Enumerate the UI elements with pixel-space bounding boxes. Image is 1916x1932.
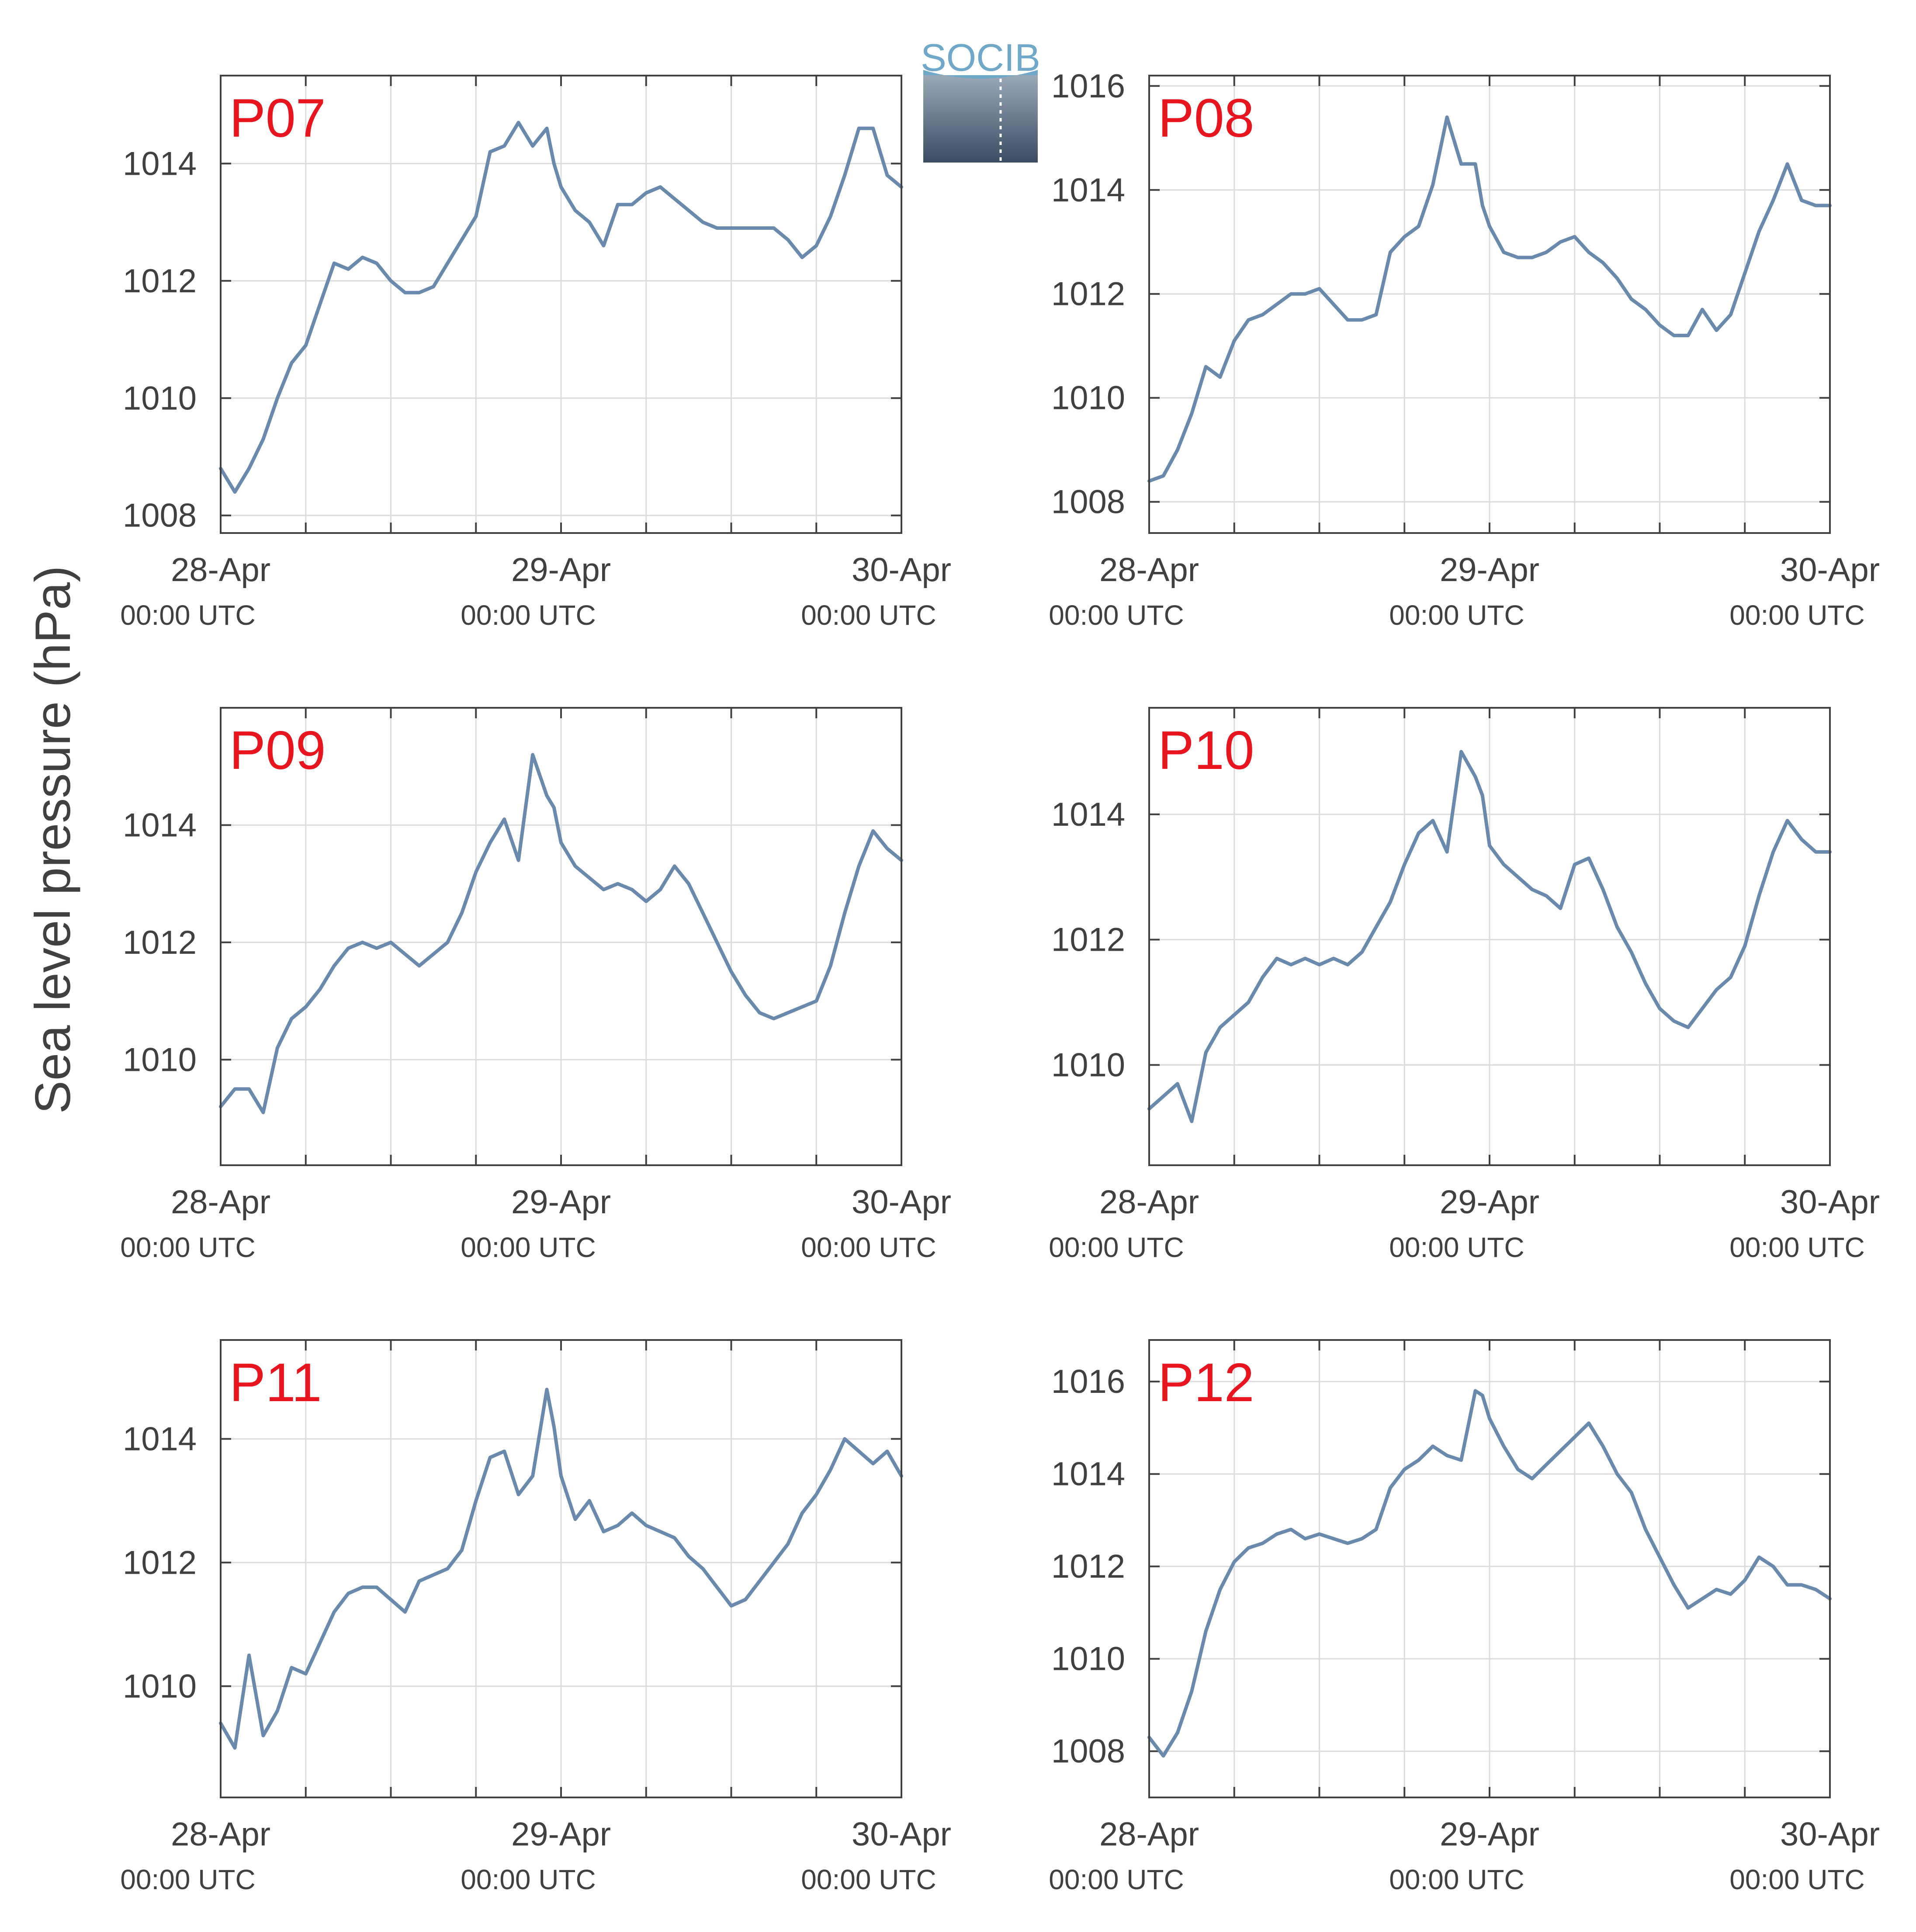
y-tick-label: 1010 <box>123 1668 197 1705</box>
x-tick-sublabel: 00:00 UTC <box>1049 1232 1184 1263</box>
logo-text: SOCIB <box>921 36 1040 79</box>
x-tick-sublabel: 00:00 UTC <box>461 1232 596 1263</box>
axes-frame <box>220 1339 902 1798</box>
panel-title: P11 <box>229 1353 322 1413</box>
axes-frame <box>1148 1339 1831 1798</box>
axes-frame <box>1148 707 1831 1166</box>
series-line <box>219 753 903 1115</box>
x-tick-sublabel: 00:00 UTC <box>461 599 596 631</box>
x-tick-label: 30-Apr <box>852 1184 951 1221</box>
y-tick-label: 1014 <box>123 807 197 844</box>
axes-frame <box>1148 75 1831 534</box>
y-tick-label: 1016 <box>1051 1363 1125 1400</box>
x-tick-sublabel: 00:00 UTC <box>120 1232 255 1263</box>
chart-panel-p11: 1010 1012 1014 28-Apr 00:00 UTC 29-Apr 00:00 U… <box>120 1339 951 1895</box>
x-tick-label: 30-Apr <box>1780 1816 1880 1853</box>
panel-title: P08 <box>1158 88 1254 149</box>
y-tick-label: 1008 <box>1051 1733 1125 1770</box>
y-tick-label: 1010 <box>1051 1641 1125 1678</box>
y-tick-label: 1014 <box>1051 1456 1125 1493</box>
series-line <box>1147 750 1832 1123</box>
x-tick-sublabel: 00:00 UTC <box>1729 599 1864 631</box>
y-tick-label: 1010 <box>1051 1047 1125 1084</box>
x-tick-label: 28-Apr <box>171 551 270 589</box>
x-tick-label: 29-Apr <box>1440 551 1539 589</box>
x-tick-sublabel: 00:00 UTC <box>801 1864 936 1895</box>
x-tick-sublabel: 00:00 UTC <box>801 1232 936 1263</box>
y-tick-label: 1014 <box>1051 172 1125 209</box>
x-tick-label: 28-Apr <box>171 1184 270 1221</box>
x-tick-label: 28-Apr <box>1099 1816 1199 1853</box>
y-tick-label: 1008 <box>123 497 197 534</box>
y-tick-label: 1012 <box>1051 1548 1125 1585</box>
panel-title: P09 <box>229 720 326 781</box>
x-tick-label: 29-Apr <box>511 1184 611 1221</box>
logo-block <box>923 75 1038 163</box>
x-tick-sublabel: 00:00 UTC <box>801 599 936 631</box>
y-tick-label: 1010 <box>123 380 197 417</box>
x-tick-label: 29-Apr <box>1440 1184 1539 1221</box>
y-tick-label: 1014 <box>123 1420 197 1458</box>
x-tick-sublabel: 00:00 UTC <box>1389 599 1524 631</box>
x-tick-sublabel: 00:00 UTC <box>120 599 255 631</box>
y-tick-label: 1010 <box>123 1041 197 1078</box>
y-tick-label: 1012 <box>1051 276 1125 313</box>
panel-title: P10 <box>1158 720 1254 781</box>
panel-title: P07 <box>229 88 326 149</box>
x-tick-sublabel: 00:00 UTC <box>1389 1864 1524 1895</box>
series-line <box>219 1388 903 1750</box>
series-line <box>1147 115 1832 483</box>
x-tick-label: 29-Apr <box>511 551 611 589</box>
x-tick-label: 30-Apr <box>1780 1184 1880 1221</box>
logo-wave <box>923 70 1038 79</box>
x-tick-sublabel: 00:00 UTC <box>1389 1232 1524 1263</box>
x-tick-sublabel: 00:00 UTC <box>1729 1864 1864 1895</box>
y-tick-label: 1012 <box>123 1544 197 1581</box>
chart-panel-p12: 1008 1010 1012 1014 1016 28-Apr 00:00 UTC 29-Ap… <box>1049 1339 1880 1895</box>
chart-panel-p07: 1008 1010 1012 1014 28-Apr 00:00 UTC 29-Apr 00:… <box>120 75 951 631</box>
panel-title: P12 <box>1158 1353 1254 1413</box>
y-axis-label: Sea level pressure (hPa) <box>25 566 81 1114</box>
panels: 1008 1010 1012 1014 28-Apr 00:00 UTC 29-Apr 00:… <box>120 68 1880 1895</box>
x-tick-label: 29-Apr <box>511 1816 611 1853</box>
socib-logo: SOCIB <box>921 36 1040 163</box>
axes-frame <box>220 75 902 534</box>
x-tick-sublabel: 00:00 UTC <box>1729 1232 1864 1263</box>
y-tick-label: 1012 <box>123 263 197 300</box>
x-tick-label: 30-Apr <box>1780 551 1880 589</box>
y-tick-label: 1008 <box>1051 484 1125 521</box>
chart-panel-p08: 1008 1010 1012 1014 1016 28-Apr 00:00 UTC 29-Ap… <box>1049 68 1880 631</box>
x-tick-label: 30-Apr <box>852 1816 951 1853</box>
y-tick-label: 1012 <box>1051 921 1125 959</box>
series-line <box>219 121 903 494</box>
chart-panel-p10: 1010 1012 1014 28-Apr 00:00 UTC 29-Apr 00:00 U… <box>1049 707 1880 1263</box>
chart-panel-p09: 1010 1012 1014 28-Apr 00:00 UTC 29-Apr 00:00 U… <box>120 707 951 1263</box>
x-tick-sublabel: 00:00 UTC <box>120 1864 255 1895</box>
y-tick-label: 1012 <box>123 924 197 961</box>
axes-frame <box>220 707 902 1166</box>
x-tick-label: 29-Apr <box>1440 1816 1539 1853</box>
y-tick-label: 1014 <box>1051 796 1125 833</box>
x-tick-sublabel: 00:00 UTC <box>1049 1864 1184 1895</box>
x-tick-label: 30-Apr <box>852 551 951 589</box>
y-tick-label: 1014 <box>123 145 197 182</box>
y-tick-label: 1010 <box>1051 380 1125 417</box>
x-tick-label: 28-Apr <box>1099 551 1199 589</box>
y-tick-label: 1016 <box>1051 68 1125 105</box>
x-tick-sublabel: 00:00 UTC <box>461 1864 596 1895</box>
x-tick-label: 28-Apr <box>1099 1184 1199 1221</box>
x-tick-sublabel: 00:00 UTC <box>1049 599 1184 631</box>
series-line <box>1147 1389 1832 1758</box>
x-tick-label: 28-Apr <box>171 1816 270 1853</box>
